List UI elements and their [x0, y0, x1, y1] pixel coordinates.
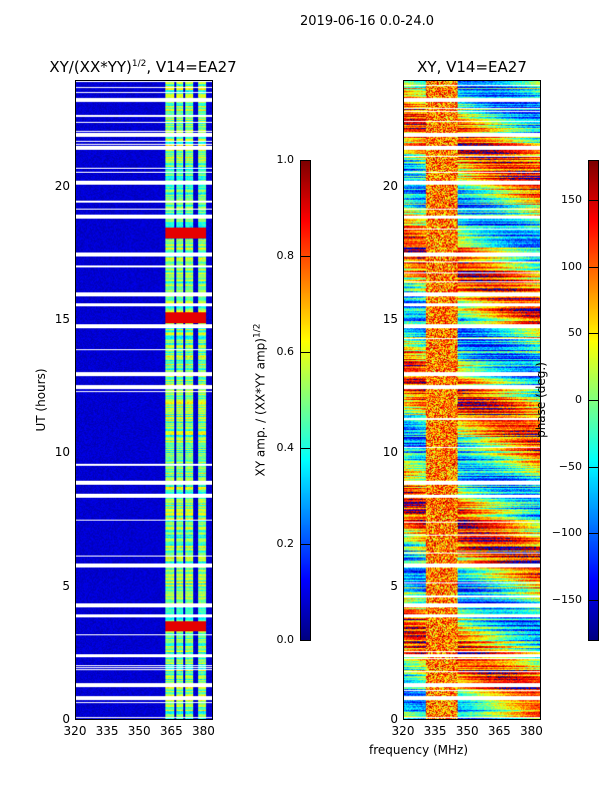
x-tick-label: 365 — [159, 724, 183, 738]
y-tick-label: 15 — [54, 312, 70, 326]
colorbar-tick-mark — [589, 266, 598, 268]
colorbar-tick-label: 150 — [561, 193, 582, 206]
x-tick-label: 380 — [191, 724, 215, 738]
y-tick-label: 5 — [62, 578, 70, 593]
x-tick-label: 335 — [95, 724, 119, 738]
colorbar-tick-label: 0.6 — [276, 345, 295, 358]
colorbar-tick-label: 0.2 — [276, 537, 295, 550]
colorbar-tick-mark — [301, 544, 310, 545]
x-tick-label: 350 — [455, 724, 479, 738]
y-tick-label: 20 — [54, 178, 70, 193]
colorbar-tick-mark — [301, 352, 310, 353]
x-tick-label: 335 — [423, 724, 447, 738]
colorbar-tick-label: −100 — [551, 526, 582, 540]
title-sup: 1/2 — [131, 59, 147, 69]
title-suffix: , V14=EA27 — [146, 58, 237, 76]
colorbar-tick-mark — [589, 533, 598, 535]
suptitle: 2019-06-16 0.0-24.0 — [300, 14, 434, 29]
cb-label-sup: 1/2 — [252, 323, 263, 339]
colorbar-tick-mark — [301, 448, 310, 449]
colorbar-tick-mark — [301, 256, 310, 257]
x-tick-label: 380 — [519, 724, 543, 738]
colorbar-tick-mark — [301, 160, 310, 161]
amplitude-heatmap — [75, 80, 213, 720]
x-tick-label: 350 — [127, 724, 151, 738]
x-tick-label: 320 — [391, 724, 415, 738]
colorbar-tick-mark — [589, 466, 598, 468]
colorbar-amp-label: XY amp. / (XX*YY amp)1/2 — [253, 324, 268, 477]
colorbar-tick-label: 50 — [568, 326, 582, 340]
x-tick-label: 320 — [63, 724, 87, 738]
right-plot-title: XY, V14=EA27 — [417, 58, 527, 76]
y-tick-label: 5 — [390, 578, 398, 593]
y-axis-label: UT (hours) — [34, 368, 48, 432]
colorbar-tick-mark — [589, 400, 598, 401]
x-axis-label: frequency (MHz) — [369, 743, 469, 757]
colorbar-tick-label: 0.0 — [276, 633, 295, 646]
y-tick-label: 20 — [382, 178, 398, 193]
colorbar-tick-label: 1.0 — [276, 153, 295, 166]
colorbar-tick-label: 0.4 — [276, 441, 295, 454]
colorbar-tick-label: 100 — [561, 259, 582, 273]
colorbar-tick-label: 0 — [575, 393, 582, 406]
y-tick-label: 0 — [390, 712, 398, 726]
colorbar-tick-mark — [589, 200, 598, 201]
amplitude-colorbar — [300, 160, 311, 641]
title-main: XY/(XX*YY) — [49, 58, 132, 76]
y-tick-label: 0 — [62, 712, 70, 726]
y-tick-label: 10 — [54, 445, 70, 460]
x-tick-label: 365 — [487, 724, 511, 738]
left-plot-title: XY/(XX*YY)1/2, V14=EA27 — [49, 58, 236, 76]
y-tick-label: 15 — [382, 312, 398, 326]
colorbar-tick-label: −50 — [558, 459, 582, 473]
colorbar-tick-label: 0.8 — [276, 249, 295, 262]
colorbar-tick-label: −150 — [551, 593, 582, 606]
cb-label-main: XY amp. / (XX*YY amp) — [253, 338, 268, 477]
colorbar-tick-mark — [301, 640, 310, 641]
colorbar-tick-mark — [589, 333, 598, 335]
colorbar-phase-label: phase (deg.) — [534, 362, 548, 438]
phase-heatmap — [403, 80, 541, 720]
y-tick-label: 10 — [382, 445, 398, 460]
colorbar-tick-mark — [589, 600, 598, 601]
